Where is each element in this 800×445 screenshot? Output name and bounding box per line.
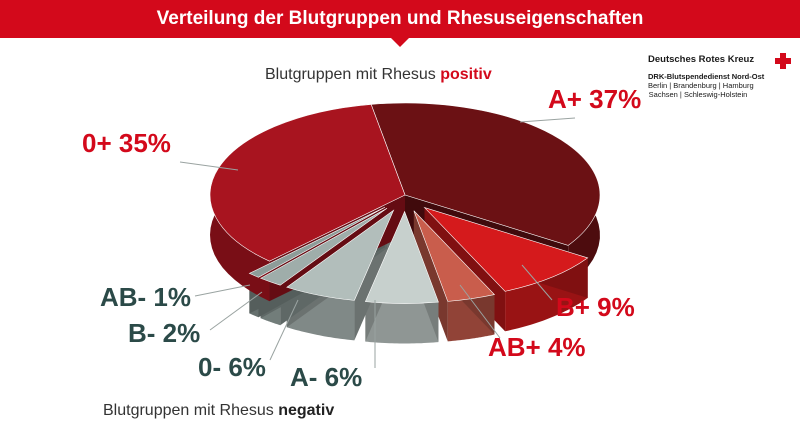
leader-line-B+	[521, 264, 553, 301]
positive-caption-emphasis: positiv	[440, 66, 492, 83]
logo-unit: DRK-Blutspendedienst Nord-Ost	[648, 72, 765, 81]
logo-region-line-2: Sachsen | Schleswig-Holstein	[648, 90, 748, 99]
leader-line-0-	[269, 299, 299, 361]
negative-caption-emphasis: negativ	[278, 402, 335, 419]
slice-label-A-: A- 6%	[290, 362, 362, 392]
slice-AB-	[248, 206, 385, 278]
leader-line-AB+	[459, 284, 501, 339]
negative-group-caption: Blutgruppen mit Rhesus negativ	[103, 402, 334, 420]
slice-face-0+-0	[269, 195, 405, 302]
red-cross-icon	[775, 53, 791, 69]
logo-organization: Deutsches Rotes Kreuz	[648, 54, 755, 65]
negative-caption-text: Blutgruppen mit Rhesus	[103, 402, 279, 419]
slice-0+	[209, 104, 406, 262]
leader-line-0+	[179, 161, 239, 171]
slice-AB+	[413, 210, 496, 302]
slice-label-AB-: AB- 1%	[100, 282, 191, 312]
slice-0-	[286, 209, 395, 301]
slice-label-0+: 0+ 35%	[82, 128, 171, 158]
positive-caption-text: Blutgruppen mit Rhesus	[265, 66, 441, 83]
chart-title: Verteilung der Blutgruppen und Rhesuseig…	[0, 0, 800, 38]
slice-label-0-: 0- 6%	[198, 352, 266, 382]
slice-A-	[364, 210, 439, 304]
title-pointer	[391, 38, 409, 47]
leader-line-AB-	[194, 284, 251, 297]
slice-label-B+: B+ 9%	[556, 292, 635, 322]
drk-logo: Deutsches Rotes Kreuz DRK-Blutspendedien…	[648, 53, 796, 99]
leader-line-B-	[209, 291, 263, 331]
slice-label-B-: B- 2%	[128, 318, 200, 348]
slice-label-AB+: AB+ 4%	[488, 332, 586, 362]
slice-wall-A-	[365, 301, 439, 344]
slice-A+	[370, 102, 601, 246]
slice-label-A+: A+ 37%	[548, 84, 641, 114]
slice-face-AB+-1	[413, 210, 448, 342]
leader-line-A+	[519, 117, 576, 123]
slice-B+	[423, 206, 589, 292]
logo-region-line-1: Berlin | Brandenburg | Hamburg	[648, 81, 754, 90]
positive-group-caption: Blutgruppen mit Rhesus positiv	[265, 66, 492, 84]
slice-B-	[259, 207, 388, 286]
